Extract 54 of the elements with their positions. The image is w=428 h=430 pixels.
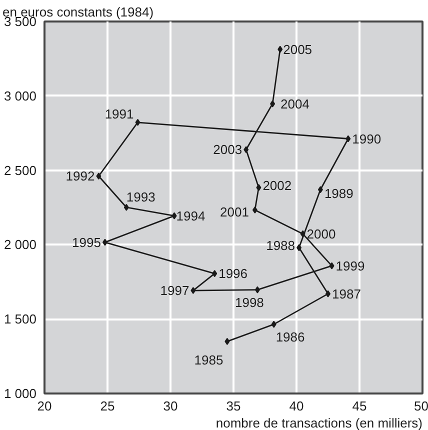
x-tick-label: 30 <box>163 398 178 414</box>
annotation: 1998 <box>234 294 264 310</box>
annotation: 1990 <box>352 131 382 146</box>
x-tick-label: 20 <box>37 398 52 414</box>
annotation: 2002 <box>262 178 292 194</box>
point <box>172 212 177 220</box>
point <box>190 287 196 294</box>
annotation: 1989 <box>324 186 354 202</box>
point <box>212 270 218 278</box>
annotation: 1987 <box>332 286 361 302</box>
y-tick-label: 3 000 <box>4 88 37 104</box>
annotation: 1994 <box>176 208 206 224</box>
point <box>256 184 262 192</box>
annotation: 1988 <box>266 238 296 254</box>
annotation: 1999 <box>336 258 365 274</box>
point <box>346 135 351 142</box>
annotation: 1991 <box>104 106 134 122</box>
point <box>318 186 323 194</box>
x-tick-label: 50 <box>414 398 428 414</box>
x-tick-label: 45 <box>352 398 367 414</box>
point <box>278 46 283 53</box>
annotation: 1992 <box>66 168 95 184</box>
x-tick-label: 35 <box>226 398 241 414</box>
x-tick-label: 25 <box>100 398 115 414</box>
y-tick-label: 2 500 <box>4 162 37 178</box>
x-tick-label: 40 <box>289 398 304 414</box>
point <box>296 244 302 252</box>
point <box>224 338 230 345</box>
annotation: 2000 <box>306 226 336 242</box>
y-tick-label: 1 000 <box>4 386 37 401</box>
annotation: 2005 <box>283 42 312 57</box>
annotation: 1993 <box>126 189 156 204</box>
annotation: 1986 <box>276 329 305 344</box>
point <box>271 320 276 328</box>
point <box>244 146 249 154</box>
point <box>124 204 129 211</box>
annotation: 2004 <box>280 96 310 112</box>
point <box>254 286 260 294</box>
point <box>270 100 276 108</box>
y-tick-label: 2 000 <box>4 237 37 252</box>
annotation: 1997 <box>160 283 190 298</box>
point <box>252 206 258 214</box>
point <box>96 172 102 180</box>
annotation: 2003 <box>213 142 242 158</box>
point <box>135 118 140 126</box>
point <box>300 230 306 238</box>
annotation: 1996 <box>218 266 248 282</box>
annotation: 1995 <box>72 234 101 250</box>
annotation: 1985 <box>194 352 224 368</box>
y-tick-label: 1 500 <box>4 312 37 327</box>
point <box>102 238 108 246</box>
x-axis-title: nombre de transactions (en milliers) <box>216 416 423 430</box>
annotation: 2001 <box>220 204 249 220</box>
point <box>329 262 334 270</box>
